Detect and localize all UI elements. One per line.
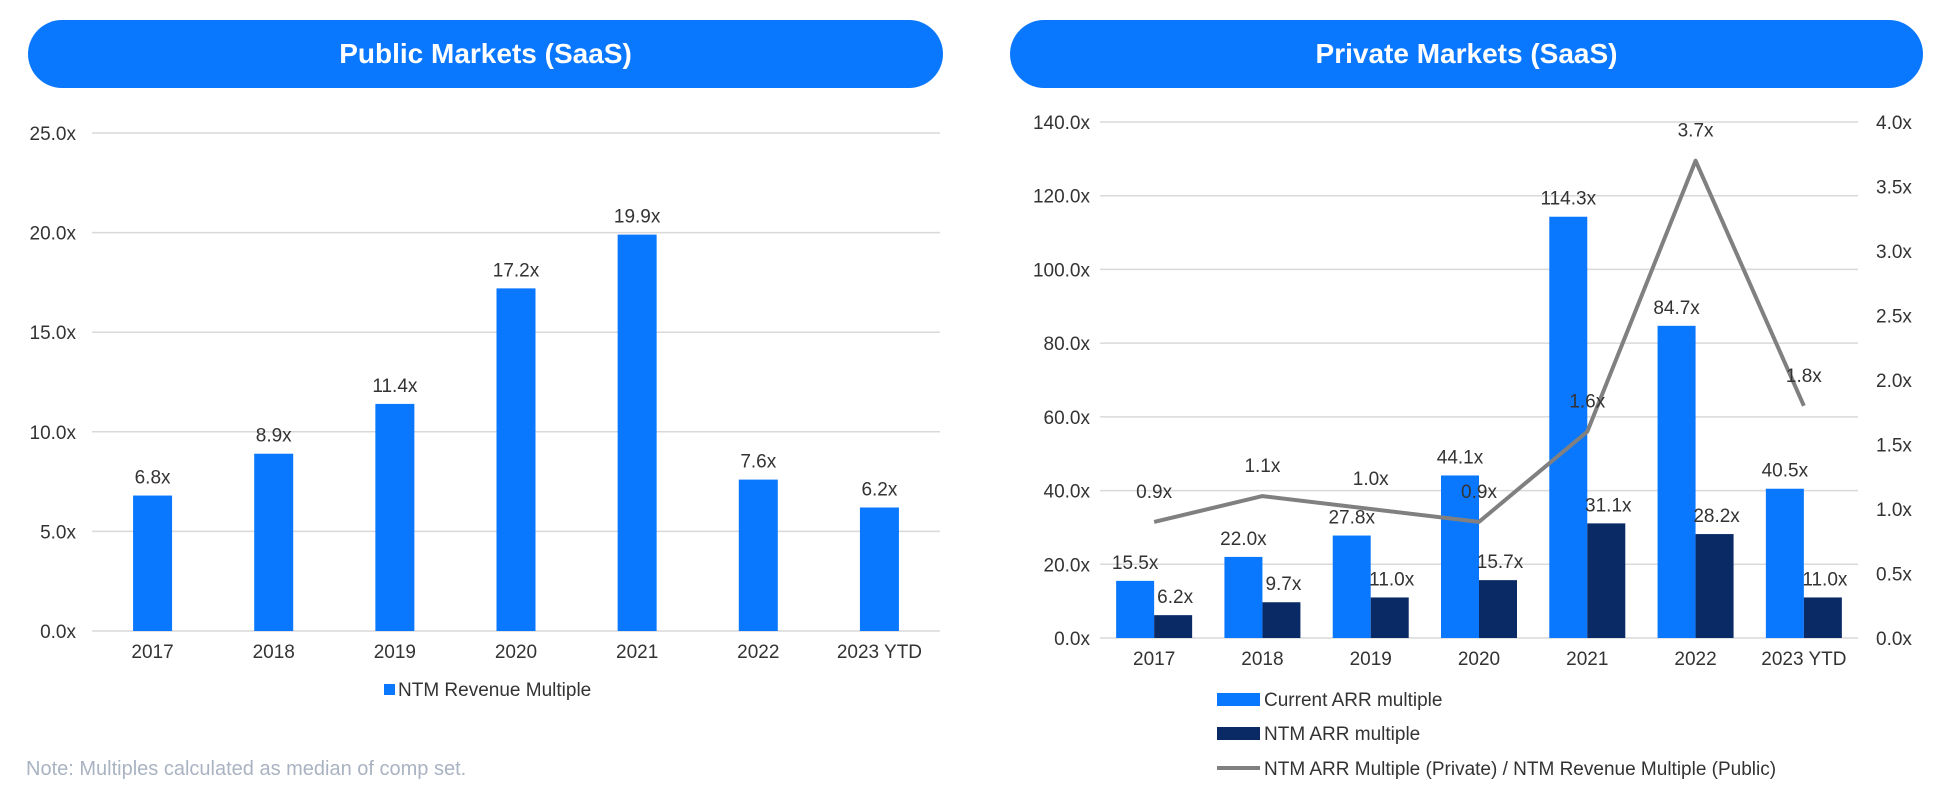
x-tick-label: 2023 YTD [837,642,922,663]
bar [133,495,173,631]
x-tick-label: 2019 [1350,649,1392,670]
legend-label: NTM Revenue Multiple [398,680,591,701]
ratio-line [1153,158,1806,524]
data-label: 8.9x [256,426,292,447]
data-label-ntm-arr: 9.7x [1265,574,1301,595]
legend-label: Current ARR multiple [1264,690,1442,711]
data-label-ratio: 0.9x [1461,482,1497,503]
x-tick-label: 2018 [1241,649,1283,670]
public-markets-title: Public Markets (SaaS) [28,20,943,88]
data-label: 19.9x [614,207,661,228]
legend-swatch-ntm-arr [1217,727,1260,740]
y-tick-label: 100.0x [1033,260,1091,281]
x-tick-label: 2022 [1674,649,1716,670]
footnote: Note: Multiples calculated as median of … [26,758,467,780]
bar [375,403,415,631]
bar-current-arr [1657,325,1696,638]
y2-tick-label: 4.0x [1876,113,1912,134]
data-label-ntm-arr: 11.0x [1802,569,1848,590]
bar-current-arr [1116,580,1155,638]
bar-ntm-arr [1803,597,1842,638]
x-tick-label: 2020 [1458,649,1500,670]
y-tick-label: 5.0x [40,522,76,543]
y-tick-label: 25.0x [30,124,77,145]
data-label-ratio: 1.8x [1786,366,1822,387]
data-label-ntm-arr: 11.0x [1369,569,1415,590]
bar [254,453,294,631]
bar [859,507,899,631]
x-tick-label: 2017 [1133,649,1175,670]
legend-swatch-current-arr [1217,693,1260,706]
data-label: 6.8x [135,468,171,489]
data-label-ntm-arr: 6.2x [1157,587,1193,608]
bar [496,288,536,631]
y-tick-label: 40.0x [1044,482,1091,503]
legend-label: NTM ARR Multiple (Private) / NTM Revenue… [1264,759,1776,780]
y2-tick-label: 0.5x [1876,565,1912,586]
bar-current-arr [1549,216,1588,639]
data-label-current-arr: 27.8x [1328,508,1375,529]
data-label: 6.2x [861,479,897,500]
data-label-current-arr: 44.1x [1437,447,1484,468]
x-tick-label: 2018 [253,642,295,663]
y-tick-label: 80.0x [1044,334,1091,355]
bar-ntm-arr [1262,602,1301,638]
data-label-ratio: 1.0x [1353,469,1389,490]
bar-current-arr [1765,488,1804,638]
y-tick-label: 20.0x [30,224,77,245]
data-label-ratio: 1.6x [1569,392,1605,413]
y-tick-label: 15.0x [30,323,77,344]
x-tick-label: 2023 YTD [1761,649,1846,670]
bar-current-arr [1441,475,1479,638]
bar-current-arr [1224,556,1263,638]
data-label-current-arr: 114.3x [1540,189,1596,210]
y-tick-label: 120.0x [1033,187,1091,208]
public-markets-chart: 0.0x 5.0x 10.0x 15.0x 20.0x 25.0x 6.8x 2017 8.9x… [30,124,940,701]
data-label-ntm-arr: 28.2x [1693,506,1740,527]
y-tick-label: 0.0x [40,622,76,643]
x-tick-label: 2020 [495,642,537,663]
data-label-ratio: 0.9x [1136,482,1172,503]
y-tick-label: 10.0x [30,423,77,444]
y2-tick-label: 3.0x [1876,242,1912,263]
bar-current-arr [1332,535,1371,638]
data-label-current-arr: 84.7x [1653,298,1700,319]
y2-tick-label: 3.5x [1876,178,1912,199]
data-label-ratio: 1.1x [1244,456,1280,477]
data-label-ntm-arr: 15.7x [1477,552,1524,573]
x-tick-label: 2022 [737,642,779,663]
y-tick-label: 140.0x [1033,113,1091,134]
y-tick-label: 60.0x [1044,408,1091,429]
data-label: 17.2x [493,260,540,281]
y2-tick-label: 0.0x [1876,629,1912,650]
data-label-ntm-arr: 31.1x [1585,495,1632,516]
legend-label: NTM ARR multiple [1264,724,1420,745]
private-markets-title: Private Markets (SaaS) [1010,20,1923,88]
bar-ntm-arr [1587,523,1626,638]
y-tick-label: 0.0x [1054,629,1090,650]
y2-tick-label: 2.5x [1876,307,1912,328]
bar-ntm-arr [1695,534,1734,638]
data-label: 7.6x [740,452,776,473]
bar-ntm-arr [1154,615,1193,638]
data-label-ratio: 3.7x [1678,121,1714,142]
y2-tick-label: 1.0x [1876,500,1912,521]
legend-swatch [384,684,395,695]
data-label-current-arr: 15.5x [1112,553,1159,574]
bar [738,479,778,631]
data-label-current-arr: 40.5x [1762,461,1809,482]
y-tick-label: 20.0x [1044,555,1091,576]
y2-tick-label: 2.0x [1876,371,1912,392]
x-tick-label: 2017 [131,642,173,663]
bar-ntm-arr [1370,597,1409,638]
bar-ntm-arr [1479,580,1517,638]
data-label-current-arr: 22.0x [1220,529,1267,550]
x-tick-label: 2021 [616,642,658,663]
bar [617,234,657,632]
data-label: 11.4x [372,376,418,397]
y2-tick-label: 1.5x [1876,436,1912,457]
x-tick-label: 2019 [374,642,416,663]
x-tick-label: 2021 [1566,649,1608,670]
